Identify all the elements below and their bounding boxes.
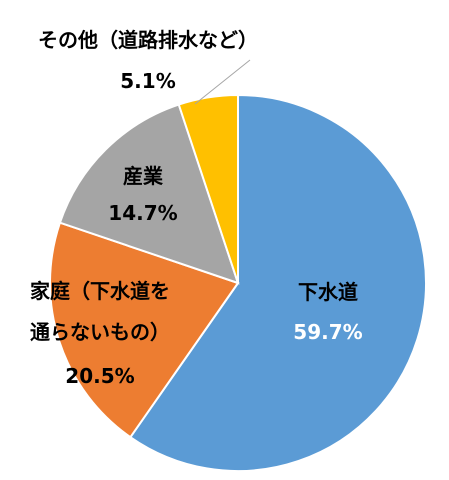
slice-other: [177, 93, 239, 284]
label-sewer-value: 59.7%: [293, 320, 362, 344]
label-other-value: 5.1%: [120, 69, 175, 93]
label-industry-name: 産業: [123, 164, 164, 188]
leader-line-other: [194, 59, 251, 105]
slice-sewer: [128, 93, 427, 472]
label-household-name-line2: 通らないもの）: [30, 320, 170, 344]
label-household-name-line1: 家庭（下水道を: [30, 279, 170, 303]
label-sewer-name: 下水道: [298, 280, 358, 304]
pie-slices: [49, 93, 427, 472]
label-other-name: その他（道路排水など）: [38, 28, 258, 52]
label-industry-value: 14.7%: [108, 201, 177, 225]
slice-household: [49, 221, 240, 439]
label-household-value: 20.5%: [65, 364, 134, 388]
